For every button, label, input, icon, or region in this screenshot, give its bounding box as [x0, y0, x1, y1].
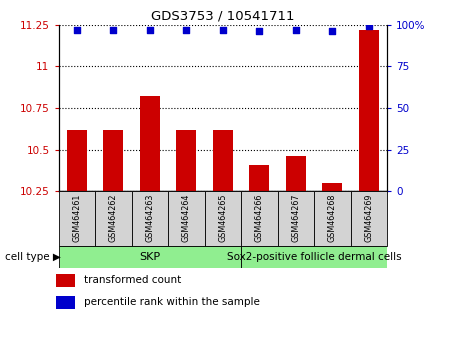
- Bar: [213, 130, 233, 191]
- Bar: [351, 191, 387, 246]
- Bar: [204, 191, 241, 246]
- Bar: [103, 130, 123, 191]
- Point: [219, 27, 226, 33]
- Bar: [95, 191, 131, 246]
- Text: GSM464262: GSM464262: [109, 194, 118, 242]
- Point: [73, 27, 81, 33]
- Point: [365, 24, 372, 29]
- Bar: [278, 191, 314, 246]
- Text: GSM464266: GSM464266: [255, 194, 264, 242]
- Bar: [140, 96, 160, 191]
- Text: GSM464263: GSM464263: [145, 194, 154, 242]
- Bar: [241, 191, 278, 246]
- Bar: [359, 30, 379, 191]
- Bar: [168, 191, 204, 246]
- Text: GSM464269: GSM464269: [364, 194, 373, 242]
- Title: GDS3753 / 10541711: GDS3753 / 10541711: [151, 9, 294, 22]
- Bar: [314, 191, 351, 246]
- Point: [292, 27, 299, 33]
- Bar: [56, 296, 76, 309]
- Point: [328, 29, 336, 34]
- Point: [110, 27, 117, 33]
- Point: [146, 27, 153, 33]
- Text: cell type ▶: cell type ▶: [4, 252, 60, 262]
- Point: [256, 29, 263, 34]
- Point: [183, 27, 190, 33]
- Bar: [131, 191, 168, 246]
- Bar: [322, 183, 342, 191]
- Text: GSM464261: GSM464261: [72, 194, 81, 242]
- Text: Sox2-positive follicle dermal cells: Sox2-positive follicle dermal cells: [227, 252, 401, 262]
- Text: percentile rank within the sample: percentile rank within the sample: [84, 297, 260, 308]
- Bar: [56, 274, 76, 287]
- Bar: [58, 191, 95, 246]
- Text: SKP: SKP: [139, 252, 160, 262]
- Bar: [286, 156, 306, 191]
- Bar: [67, 130, 87, 191]
- Text: GSM464267: GSM464267: [291, 194, 300, 242]
- Text: GSM464265: GSM464265: [218, 194, 227, 242]
- Text: GSM464264: GSM464264: [182, 194, 191, 242]
- Bar: [241, 246, 387, 268]
- Text: GSM464268: GSM464268: [328, 194, 337, 242]
- Bar: [176, 130, 196, 191]
- Text: transformed count: transformed count: [84, 275, 181, 285]
- Bar: [249, 165, 269, 191]
- Bar: [58, 246, 241, 268]
